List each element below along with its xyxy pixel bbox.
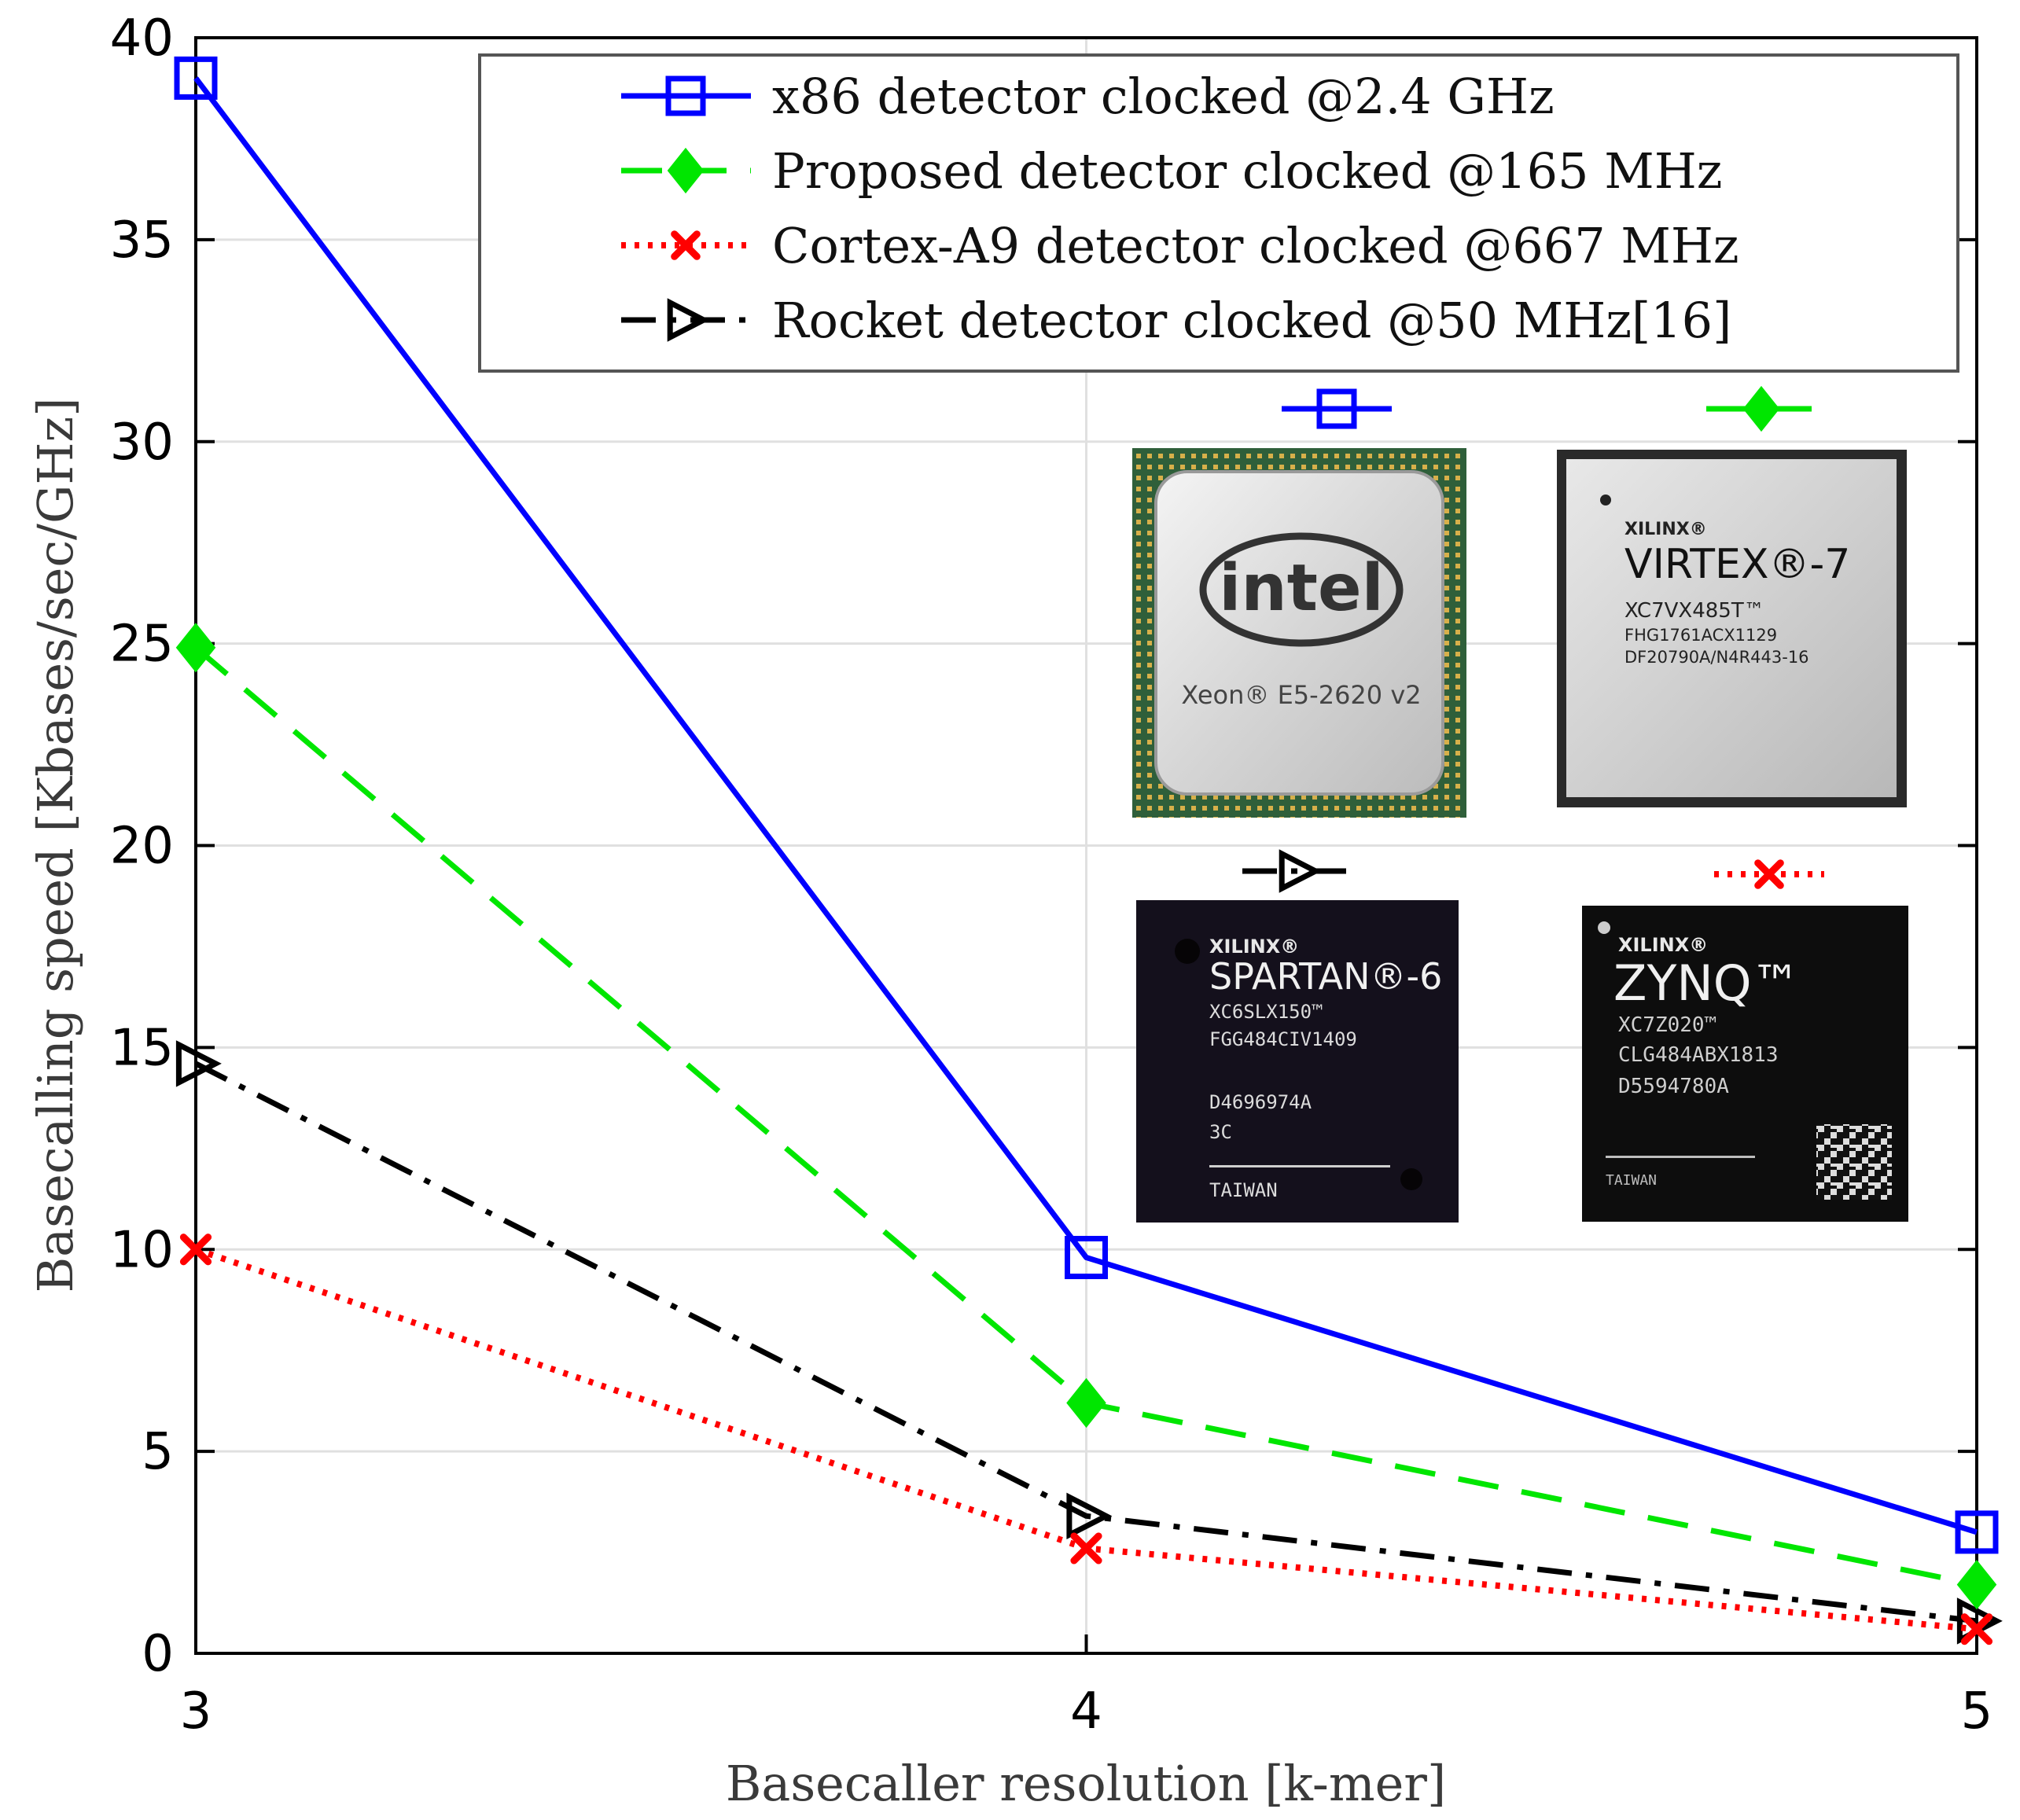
- legend-marker: [667, 147, 705, 194]
- spartan-code-2: D4696974A: [1209, 1091, 1312, 1113]
- chip-swatch-marker: [1279, 849, 1322, 893]
- y-tick-label: 20: [110, 818, 174, 876]
- zynq-part: XC7Z020™: [1618, 1013, 1716, 1037]
- y-tick-label: 25: [110, 616, 174, 674]
- legend-marker: [665, 75, 706, 116]
- data-point: [1066, 1377, 1106, 1428]
- data-point: [175, 1040, 222, 1087]
- spartan-grade: 3C: [1209, 1121, 1232, 1143]
- legend-item: x86 detector clocked @2.4 GHz: [621, 68, 1555, 125]
- legend-marker: [667, 298, 710, 342]
- y-tick-label: 15: [110, 1019, 174, 1077]
- chip-swatch-marker: [1316, 388, 1357, 429]
- axis-ticks: 0 5 10 15 20 25 30 35 40 3 4 5: [110, 9, 1993, 1741]
- zynq-chip-image: XILINX® ZYNQ™ XC7Z020™ CLG484ABX1813 D55…: [1582, 906, 1908, 1222]
- chip-swatch: [1242, 849, 1352, 893]
- spartan-code-1: FGG484CIV1409: [1209, 1028, 1357, 1050]
- zynq-code-2: D5594780A: [1618, 1075, 1729, 1098]
- series-line: [193, 76, 1978, 1535]
- data-point: [179, 1234, 212, 1266]
- chip-images: intel Xeon® E5-2620 v2 XILINX® VIRTEX®-7…: [1132, 385, 1908, 1223]
- intel-model-label: Xeon® E5-2620 v2: [1181, 680, 1421, 710]
- series-diamond: [175, 623, 1997, 1610]
- virtex-brand: XILINX®: [1624, 520, 1707, 539]
- data-point: [175, 623, 216, 673]
- legend-item: Proposed detector clocked @165 MHz: [621, 142, 1722, 200]
- legend-marker: [671, 230, 701, 260]
- virtex-part: XC7VX485T™: [1624, 599, 1764, 623]
- chip-swatch: [1706, 385, 1816, 432]
- chip-swatch: [1714, 859, 1824, 889]
- zynq-origin: TAIWAN: [1606, 1172, 1657, 1189]
- chip-swatch-marker: [1754, 859, 1784, 889]
- y-tick-label: 35: [110, 211, 174, 270]
- zynq-brand: XILINX®: [1618, 934, 1708, 956]
- chip-swatch: [1282, 388, 1392, 429]
- spartan-origin: TAIWAN: [1209, 1179, 1278, 1201]
- y-tick-label: 30: [110, 414, 174, 472]
- spartan-family: SPARTAN®-6: [1209, 955, 1442, 998]
- intel-logo: intel: [1219, 551, 1383, 626]
- zynq-family: ZYNQ™: [1613, 954, 1801, 1012]
- series-group: [174, 56, 2003, 1645]
- y-axis-label: Basecalling speed [Kbases/sec/GHz]: [27, 398, 84, 1293]
- y-tick-label: 5: [142, 1423, 174, 1481]
- y-tick-label: 40: [110, 9, 174, 68]
- chip-series-swatches: [1242, 385, 1824, 893]
- zynq-datamatrix: [1816, 1124, 1892, 1200]
- zynq-code-1: CLG484ABX1813: [1618, 1043, 1779, 1067]
- spartan-6-chip-image: XILINX® SPARTAN®-6 XC6SLX150™ FGG484CIV1…: [1136, 900, 1459, 1223]
- data-point: [1066, 1492, 1113, 1540]
- data-point: [1960, 1613, 1993, 1645]
- series-square: [174, 56, 1999, 1554]
- data-point: [1065, 1236, 1108, 1280]
- legend: x86 detector clocked @2.4 GHz Proposed de…: [478, 53, 1959, 373]
- x-axis-label: Basecaller resolution [k-mer]: [726, 1755, 1446, 1812]
- legend-box: [478, 53, 1959, 373]
- series-line: [194, 1061, 1978, 1624]
- y-tick-label: 10: [110, 1221, 174, 1279]
- data-point: [1955, 1510, 1999, 1554]
- x-tick-label: 3: [180, 1682, 212, 1741]
- zynq-rule: [1606, 1156, 1755, 1158]
- data-point: [1070, 1532, 1102, 1564]
- chip-swatch-marker: [1742, 385, 1780, 432]
- spartan-brand: XILINX®: [1209, 936, 1299, 958]
- series-x: [179, 1234, 1993, 1645]
- spartan-rule: [1209, 1165, 1390, 1167]
- legend-item: Cortex-A9 detector clocked @667 MHz: [621, 217, 1739, 274]
- x-tick-label: 5: [1961, 1682, 1993, 1741]
- virtex-code-1: FHG1761ACX1129: [1624, 626, 1777, 645]
- virtex-code-2: DF20790A/N4R443-16: [1624, 648, 1809, 667]
- spartan-part: XC6SLX150™: [1209, 1001, 1323, 1023]
- intel-xeon-chip-image: intel Xeon® E5-2620 v2: [1132, 448, 1466, 818]
- legend-label: Rocket detector clocked @50 MHz[16]: [772, 292, 1731, 349]
- legend-label: Proposed detector clocked @165 MHz: [772, 142, 1722, 200]
- y-tick-label: 0: [142, 1625, 174, 1683]
- data-point: [1956, 1560, 1997, 1610]
- data-point: [174, 56, 218, 100]
- x-tick-label: 4: [1070, 1682, 1102, 1741]
- legend-label: x86 detector clocked @2.4 GHz: [772, 68, 1555, 125]
- virtex-7-chip-image: XILINX® VIRTEX®-7 XC7VX485T™ FHG1761ACX1…: [1557, 450, 1907, 807]
- virtex-family: VIRTEX®-7: [1624, 541, 1850, 588]
- legend-item: Rocket detector clocked @50 MHz[16]: [621, 292, 1731, 349]
- legend-label: Cortex-A9 detector clocked @667 MHz: [772, 217, 1739, 274]
